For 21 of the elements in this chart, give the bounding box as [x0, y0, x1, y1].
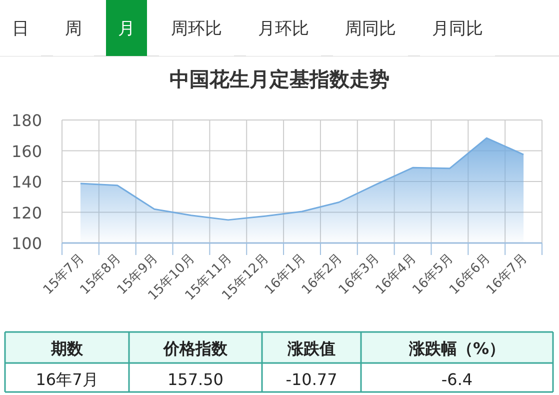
text: 16年7月	[36, 370, 98, 389]
y-tick-label: 120	[11, 203, 42, 222]
category-label: 周环比	[171, 19, 222, 39]
y-tick-label: 140	[11, 172, 42, 192]
chart-title: 中国花生月定基指数走势	[170, 67, 390, 91]
text: -10.77	[286, 370, 338, 389]
category-label: 周	[65, 19, 82, 39]
category-label: 周同比	[345, 19, 396, 39]
y-tick-label: 160	[11, 142, 42, 161]
y-tick-label: 100	[11, 234, 42, 253]
category-label: 月环比	[258, 19, 309, 39]
text: 价格指数	[162, 339, 228, 358]
category-label: 日	[12, 19, 29, 39]
y-tick-label: 180	[11, 111, 42, 130]
category-label: 月同比	[432, 19, 483, 39]
text: -6.4	[441, 370, 473, 389]
category-label: 月	[118, 19, 135, 39]
text: 涨跌幅（%）	[408, 339, 506, 358]
text: 157.50	[168, 370, 224, 389]
text: 涨跌值	[286, 339, 336, 358]
text: 期数	[50, 339, 84, 358]
